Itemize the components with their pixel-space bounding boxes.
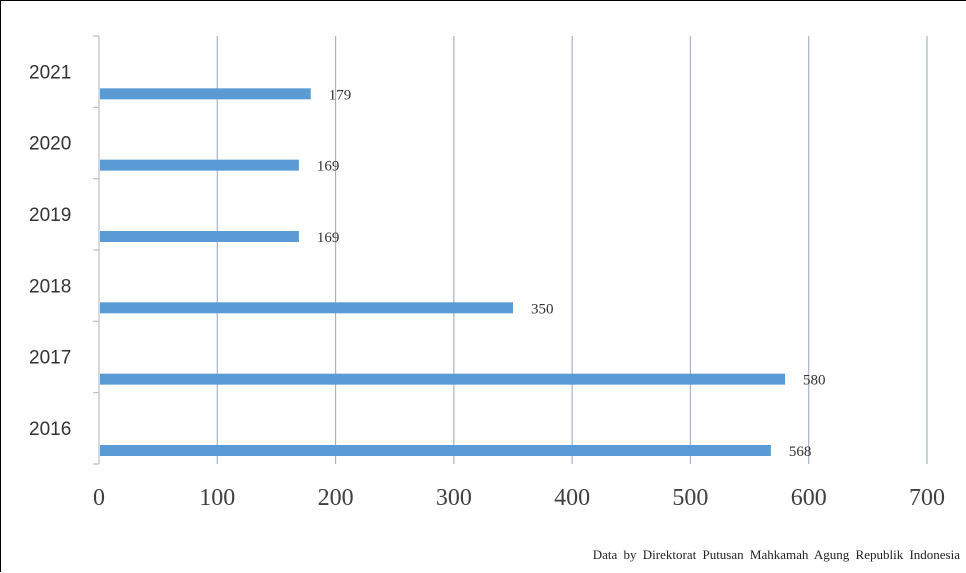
- data-label-2020: 169: [317, 159, 340, 175]
- source-note: Data by Direktorat Putusan Mahkamah Agun…: [592, 547, 960, 562]
- bar-2018: [100, 302, 513, 314]
- x-tick-label-500: 500: [672, 485, 708, 511]
- category-label-2018: 2018: [29, 276, 71, 297]
- category-label-2020: 2020: [29, 134, 71, 155]
- data-label-2021: 179: [329, 87, 352, 103]
- bar-2017: [100, 373, 786, 385]
- x-tick-label-400: 400: [554, 485, 590, 511]
- category-axis: [93, 35, 100, 465]
- x-tick-label-300: 300: [436, 485, 472, 511]
- category-label-2019: 2019: [29, 205, 71, 226]
- x-tick-label-0: 0: [93, 485, 105, 511]
- x-tick-label-100: 100: [199, 485, 235, 511]
- bar-2021: [100, 88, 311, 100]
- category-label-2021: 2021: [29, 62, 71, 83]
- bars: [100, 88, 786, 456]
- data-label-2017: 580: [803, 373, 826, 389]
- labels: 0 100 200 300 400 500 600 700 2016 568 2017 580 2018…: [29, 62, 945, 511]
- bar-2020: [100, 159, 299, 171]
- bar-2016: [100, 445, 771, 456]
- x-tick-label-200: 200: [318, 485, 354, 511]
- bar-2019: [100, 231, 299, 242]
- data-label-2016: 568: [789, 444, 812, 460]
- x-tick-label-700: 700: [909, 485, 945, 511]
- x-tick-label-600: 600: [791, 485, 827, 511]
- category-label-2017: 2017: [29, 348, 71, 369]
- gridlines: [216, 36, 928, 464]
- data-label-2018: 350: [531, 301, 554, 317]
- category-label-2016: 2016: [29, 419, 71, 440]
- data-label-2019: 169: [317, 230, 340, 246]
